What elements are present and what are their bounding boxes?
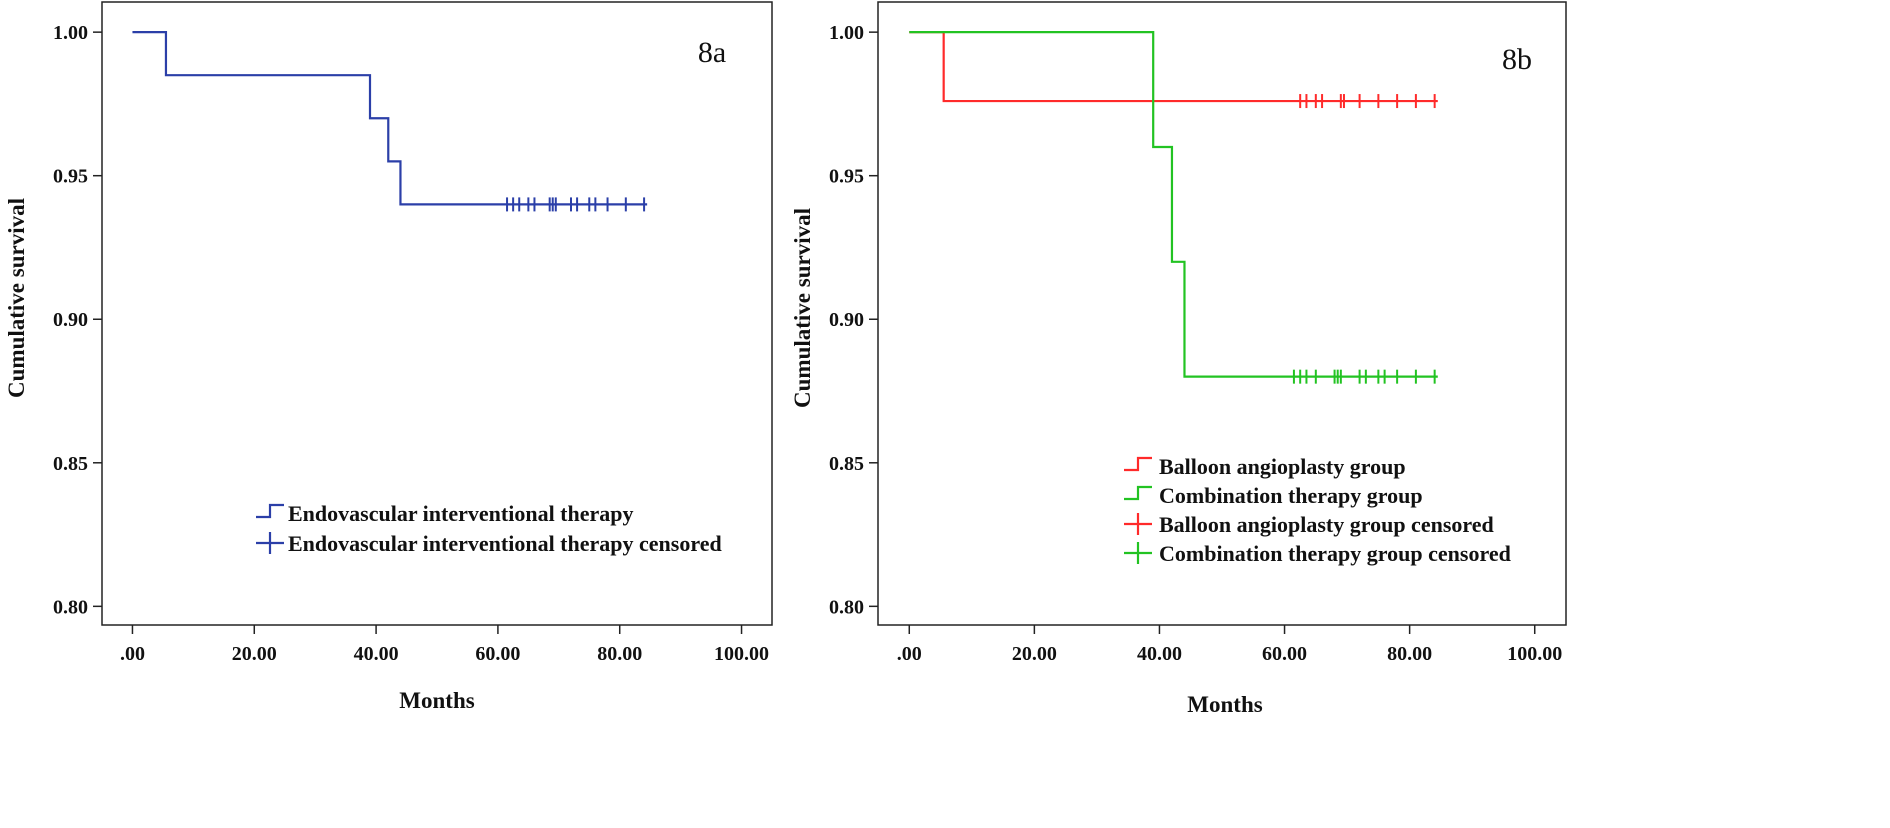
y-tick-label: 0.90: [829, 309, 864, 331]
y-tick-label: 0.80: [53, 596, 88, 618]
y-axis-title-8a: Cumulative survival: [4, 198, 29, 398]
legend-label-censored: Endovascular interventional therapy cens…: [288, 531, 722, 556]
panel-label-8a: 8a: [698, 36, 726, 69]
y-tick-label: 1.00: [829, 22, 864, 44]
x-axis-title-8b: Months: [1187, 692, 1262, 717]
x-tick-label: 80.00: [597, 643, 642, 665]
legend-label-survival: Endovascular interventional therapy: [288, 501, 634, 526]
legend-label-combination-censored: Combination therapy group censored: [1159, 541, 1511, 566]
legend-entry-balloon: Balloon angioplasty group: [1124, 454, 1406, 479]
y-axis-8b: 0.80 0.85 0.90 0.95 1.00: [829, 22, 878, 618]
legend-entry-combination: Combination therapy group: [1124, 483, 1423, 508]
y-tick-label: 0.90: [53, 309, 88, 331]
x-tick-label: 40.00: [354, 643, 399, 665]
y-axis-8a: 0.80 0.85 0.90 0.95 1.00: [53, 22, 102, 618]
legend-entry-balloon-censored: Balloon angioplasty group censored: [1124, 512, 1494, 537]
y-tick-label: 0.95: [53, 166, 88, 188]
y-tick-label: 1.00: [53, 22, 88, 44]
y-tick-label: 0.85: [53, 453, 88, 475]
legend-entry-censored: Endovascular interventional therapy cens…: [256, 531, 722, 556]
x-tick-label: 20.00: [1012, 643, 1057, 665]
legend-swatch-line-combination-therapy-group: [1124, 485, 1152, 501]
plot-frame-8b: [877, 1, 1567, 626]
legend-label-balloon-censored: Balloon angioplasty group censored: [1159, 512, 1494, 537]
x-tick-label: 80.00: [1387, 643, 1432, 665]
x-tick-label: 100.00: [1507, 643, 1562, 665]
x-axis-8a: .00 20.00 40.00 60.00 80.00 100.00: [120, 625, 769, 665]
legend-8b: Balloon angioplasty group Combination th…: [1124, 454, 1511, 566]
x-tick-label: 40.00: [1137, 643, 1182, 665]
survival-line-balloon-angioplasty-group: [909, 31, 1438, 103]
panel-label-8b: 8b: [1502, 43, 1532, 76]
x-tick-label: 60.00: [475, 643, 520, 665]
legend-label-combination: Combination therapy group: [1159, 483, 1423, 508]
x-tick-label: .00: [120, 643, 145, 665]
legend-8a: Endovascular interventional therapy Endo…: [256, 501, 722, 556]
legend-entry-combination-censored: Combination therapy group censored: [1124, 541, 1511, 566]
legend-swatch-line-endovascular-interventional-therapy: [256, 503, 284, 519]
y-tick-label: 0.95: [829, 166, 864, 188]
legend-entry-survival: Endovascular interventional therapy: [256, 501, 634, 526]
x-axis-8b: .00 20.00 40.00 60.00 80.00 100.00: [897, 625, 1562, 665]
y-axis-title-8b: Cumulative survival: [790, 208, 815, 408]
y-tick-label: 0.85: [829, 453, 864, 475]
legend-swatch-line-balloon-angioplasty-group: [1124, 456, 1152, 472]
plot-frame-8a: [101, 1, 773, 626]
x-axis-title-8a: Months: [399, 688, 474, 713]
survival-line-combination-therapy-group: [909, 31, 1438, 378]
survival-line-endovascular-interventional-therapy: [132, 31, 648, 206]
series-layer-8a: [132, 31, 648, 212]
x-tick-label: 60.00: [1262, 643, 1307, 665]
x-tick-label: 100.00: [714, 643, 769, 665]
series-layer-8b: [909, 31, 1438, 384]
panel-8b: 8b 0.80 0.85 0.90 0.95 1.00 .00 20.00 40.00 60.…: [790, 1, 1567, 717]
x-tick-label: 20.00: [232, 643, 277, 665]
x-tick-label: .00: [897, 643, 922, 665]
panel-8a: 8a 0.80 0.85 0.90 0.95 1.00 .00 20.00 40.00 60.…: [4, 1, 773, 713]
y-tick-label: 0.80: [829, 596, 864, 618]
legend-label-balloon: Balloon angioplasty group: [1159, 454, 1406, 479]
